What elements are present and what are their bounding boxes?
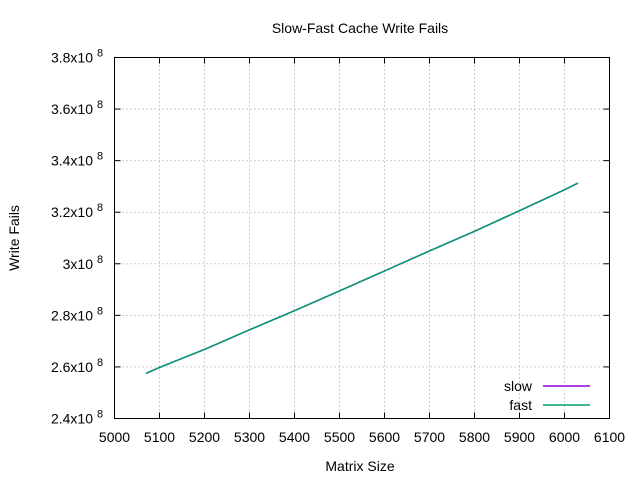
x-tick-label: 5600 <box>369 429 400 445</box>
y-tick-label: 3x10 <box>63 256 94 272</box>
legend-label-slow: slow <box>504 378 533 394</box>
y-tick-label: 3.8x10 <box>51 50 93 66</box>
y-tick-label: 3.2x10 <box>51 204 93 220</box>
y-tick-mantissa: 2.6x10 <box>51 359 93 375</box>
y-tick-label: 3.6x10 <box>51 101 93 117</box>
y-tick-mantissa: 3.2x10 <box>51 204 93 220</box>
y-tick-mantissa: 2.8x10 <box>51 307 93 323</box>
x-tick-label: 5500 <box>324 429 355 445</box>
x-tick-label: 5900 <box>504 429 535 445</box>
y-tick-mantissa: 3x10 <box>63 256 94 272</box>
x-tick-label: 5200 <box>189 429 220 445</box>
chart-title: Slow-Fast Cache Write Fails <box>272 20 448 36</box>
x-tick-label: 5000 <box>99 429 130 445</box>
y-axis-title: Write Fails <box>6 205 22 271</box>
y-tick-exponent: 8 <box>97 305 103 317</box>
y-tick-exponent: 8 <box>97 48 103 60</box>
y-tick-exponent: 8 <box>97 357 103 369</box>
x-tick-label: 6100 <box>594 429 625 445</box>
plot-frame <box>114 57 610 419</box>
y-tick-label: 3.4x10 <box>51 153 93 169</box>
grid <box>114 57 610 419</box>
x-tick-label: 5800 <box>459 429 490 445</box>
x-axis-title: Matrix Size <box>325 458 394 474</box>
y-tick-mantissa: 3.4x10 <box>51 153 93 169</box>
legend: slow fast <box>504 378 590 413</box>
x-tick-label: 5300 <box>234 429 265 445</box>
x-tick-label: 6000 <box>549 429 580 445</box>
series-layer <box>145 182 579 375</box>
x-tick-label: 5400 <box>279 429 310 445</box>
x-tick-label: 5100 <box>144 429 175 445</box>
y-tick-exponent: 8 <box>97 151 103 163</box>
series-line-slow <box>145 182 579 375</box>
y-tick-mantissa: 2.4x10 <box>51 411 93 427</box>
y-tick-exponent: 8 <box>97 254 103 266</box>
legend-label-fast: fast <box>509 397 532 413</box>
y-tick-exponent: 8 <box>97 202 103 214</box>
y-tick-label: 2.8x10 <box>51 307 93 323</box>
y-tick-label: 2.4x10 <box>51 411 93 427</box>
series-line-fast <box>145 182 579 375</box>
x-ticks: 5000 5100 5200 5300 5400 5500 5600 5700 5800 5900… <box>99 57 625 445</box>
y-tick-exponent: 8 <box>97 99 103 111</box>
y-tick-mantissa: 3.8x10 <box>51 50 93 66</box>
y-tick-mantissa: 3.6x10 <box>51 101 93 117</box>
y-tick-label: 2.6x10 <box>51 359 93 375</box>
y-tick-exponent: 8 <box>97 409 103 421</box>
x-tick-label: 5700 <box>414 429 445 445</box>
